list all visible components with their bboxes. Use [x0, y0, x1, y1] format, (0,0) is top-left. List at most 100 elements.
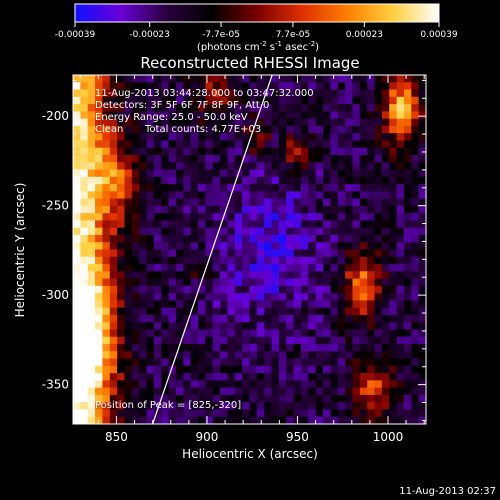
heatmap-cell [418, 75, 426, 83]
heatmap-cell [300, 154, 309, 163]
heatmap-cell [131, 96, 140, 105]
heatmap-cell [73, 198, 81, 207]
heatmap-cell [73, 125, 81, 134]
heatmap-cell [80, 140, 89, 149]
heatmap-cell [330, 89, 339, 98]
heatmap-cell [146, 242, 155, 251]
heatmap-cell [131, 176, 140, 185]
heatmap-cell [418, 322, 426, 331]
heatmap-cell [205, 169, 214, 178]
heatmap-cell [411, 402, 420, 411]
heatmap-cell [256, 220, 265, 229]
heatmap-cell [337, 227, 346, 236]
heatmap-cell [220, 380, 229, 389]
heatmap-cell [278, 307, 287, 316]
heatmap-cell [403, 307, 412, 316]
heatmap-cell [87, 285, 96, 294]
heatmap-cell [278, 234, 287, 243]
heatmap-cell [403, 271, 412, 280]
heatmap-cell [352, 409, 361, 418]
heatmap-cell [212, 380, 221, 389]
heatmap-cell [381, 234, 390, 243]
heatmap-cell [403, 75, 412, 83]
heatmap-cell [352, 96, 361, 105]
heatmap-cell [315, 162, 324, 171]
heatmap-cell [249, 96, 258, 105]
heatmap-cell [87, 351, 96, 360]
heatmap-cell [330, 351, 339, 360]
heatmap-cell [271, 380, 280, 389]
heatmap-cell [212, 416, 221, 424]
heatmap-cell [381, 373, 390, 381]
heatmap-cell [131, 198, 140, 207]
heatmap-cell [234, 373, 243, 381]
heatmap-cell [153, 111, 162, 120]
heatmap-cell [212, 82, 221, 91]
heatmap-cell [345, 322, 354, 331]
heatmap-cell [389, 380, 398, 389]
heatmap-cell [102, 387, 111, 396]
heatmap-cell [381, 271, 390, 280]
heatmap-cell [308, 402, 317, 411]
heatmap-cell [403, 394, 412, 403]
heatmap-cell [227, 307, 236, 316]
heatmap-cell [227, 198, 236, 207]
heatmap-cell [190, 307, 199, 316]
heatmap-cell [308, 293, 317, 301]
heatmap-cell [205, 75, 214, 83]
heatmap-cell [102, 416, 111, 424]
heatmap-cell [131, 271, 140, 280]
heatmap-cell [190, 387, 199, 396]
heatmap-cell [190, 184, 199, 192]
heatmap-cell [323, 365, 331, 374]
heatmap-cell [227, 373, 236, 381]
heatmap-cell [175, 205, 184, 214]
heatmap-cell [87, 184, 96, 192]
heatmap-cell [168, 96, 177, 105]
heatmap-cell [242, 213, 251, 222]
heatmap-cell [271, 394, 280, 403]
heatmap-cell [367, 82, 376, 91]
heatmap-cell [139, 358, 148, 367]
heatmap-cell [153, 336, 162, 345]
heatmap-cell [337, 162, 346, 171]
heatmap-cell [278, 271, 287, 280]
heatmap-cell [359, 256, 368, 265]
heatmap-cell [367, 278, 376, 287]
heatmap-cell [300, 176, 309, 185]
heatmap-cell [337, 154, 346, 163]
heatmap-cell [87, 365, 96, 374]
heatmap-cell [367, 104, 376, 112]
heatmap-cell [227, 213, 236, 222]
heatmap-cell [323, 140, 331, 149]
heatmap-cell [389, 300, 398, 309]
heatmap-cell [109, 307, 118, 316]
heatmap-cell [146, 322, 155, 331]
heatmap-cell [330, 118, 339, 127]
heatmap-cell [139, 205, 148, 214]
heatmap-cell [95, 416, 104, 424]
heatmap-cell [80, 104, 89, 112]
heatmap-cell [278, 205, 287, 214]
heatmap-cell [220, 220, 229, 229]
heatmap-cell [389, 416, 398, 424]
heatmap-cell [205, 89, 214, 98]
heatmap-cell [381, 387, 390, 396]
heatmap-cell [411, 140, 420, 149]
heatmap-cell [403, 118, 412, 127]
heatmap-cell [175, 344, 184, 352]
heatmap-cell [264, 293, 273, 301]
heatmap-cell [212, 176, 221, 185]
heatmap-cell [234, 140, 243, 149]
heatmap-cell [234, 82, 243, 91]
heatmap-cell [109, 191, 118, 200]
heatmap-cell [256, 358, 265, 367]
heatmap-cell [73, 154, 81, 163]
heatmap-cell [308, 227, 317, 236]
heatmap-cell [220, 336, 229, 345]
heatmap-cell [198, 416, 206, 424]
heatmap-cell [175, 307, 184, 316]
heatmap-cell [367, 234, 376, 243]
x-tick-label: 950 [286, 430, 309, 444]
heatmap-cell [102, 205, 111, 214]
